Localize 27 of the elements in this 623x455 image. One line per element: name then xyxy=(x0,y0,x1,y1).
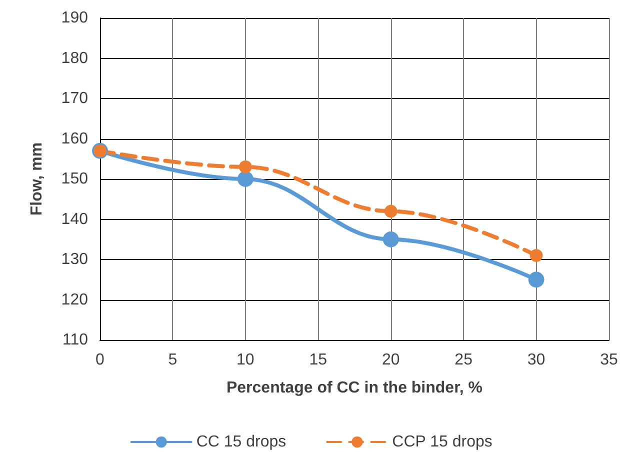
point xyxy=(528,272,544,288)
y-tick-label: 180 xyxy=(61,50,88,67)
legend-label: CC 15 drops xyxy=(196,434,286,450)
y-tick-label: 120 xyxy=(61,291,88,308)
x-tick-label: 30 xyxy=(527,352,546,368)
x-tick-label: 15 xyxy=(309,352,328,368)
x-tick-label: 20 xyxy=(382,352,400,368)
x-tick-label: 35 xyxy=(600,352,618,368)
point xyxy=(382,231,399,248)
y-tick-label: 160 xyxy=(61,130,88,148)
point xyxy=(530,248,543,262)
point xyxy=(238,160,252,174)
y-tick-label: 130 xyxy=(61,251,88,268)
x-tick-label: 0 xyxy=(96,352,105,368)
point xyxy=(384,204,398,218)
y-tick-label: 190 xyxy=(61,10,88,26)
x-tick-label: 25 xyxy=(454,352,473,368)
y-axis-title: Flow, mm xyxy=(28,142,46,216)
x-tick-label: 5 xyxy=(168,352,178,368)
x-tick-label: 10 xyxy=(236,352,254,368)
y-tick-label: 150 xyxy=(61,170,88,188)
legend-label: CCP 15 drops xyxy=(392,434,492,450)
y-tick-label: 110 xyxy=(62,332,88,348)
x-axis-title: Percentage of CC in the binder, % xyxy=(226,380,483,396)
y-tick-label: 140 xyxy=(61,210,88,228)
point xyxy=(237,171,254,187)
y-tick-label: 170 xyxy=(61,90,88,107)
